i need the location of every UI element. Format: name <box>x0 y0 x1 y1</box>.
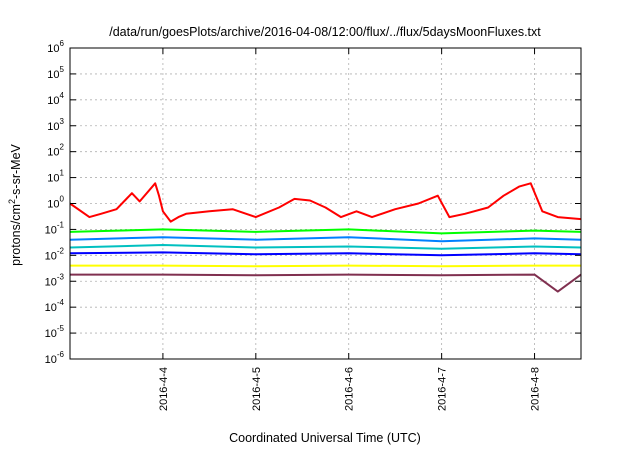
x-tick-label: 2016-4-7 <box>437 367 449 411</box>
y-tick-label: 10-5 <box>45 324 65 340</box>
x-axis-label: Coordinated Universal Time (UTC) <box>229 431 421 445</box>
series-line-6 <box>70 264 581 268</box>
x-tick-label: 2016-4-6 <box>344 367 356 411</box>
y-tick-label: 10-1 <box>45 220 65 236</box>
y-tick-label: 10-3 <box>45 272 65 288</box>
y-tick-label: 105 <box>47 65 64 81</box>
y-tick-label: 106 <box>47 39 64 55</box>
series-line-4 <box>69 244 582 250</box>
grid <box>70 47 581 360</box>
y-tick-label: 10-2 <box>45 246 65 262</box>
y-axis-label: protons/cm2-s-sr-MeV <box>7 143 23 265</box>
y-tick-label: 104 <box>47 91 64 107</box>
y-tick-label: 103 <box>47 117 64 133</box>
series-line-5 <box>69 251 582 257</box>
series-line-1 <box>69 182 582 223</box>
y-axis-label-sup: 2 <box>7 199 17 204</box>
y-tick-label: 102 <box>47 143 64 159</box>
series-line-3 <box>69 236 582 243</box>
y-tick-label: 10-4 <box>45 298 65 314</box>
x-tick-label: 2016-4-5 <box>251 367 263 411</box>
y-axis-label-rest: -s-sr-MeV <box>9 143 23 199</box>
x-tick-label: 2016-4-8 <box>530 367 542 411</box>
y-tick-label: 100 <box>47 195 64 211</box>
y-axis-label-base: protons/cm <box>9 204 23 266</box>
series-line-7 <box>70 273 582 293</box>
chart-title: /data/run/goesPlots/archive/2016-04-08/1… <box>109 25 541 39</box>
x-tick-label: 2016-4-4 <box>158 367 170 411</box>
axis-ticks: 10-6 10-5 10-4 10-3 10-2 10-1 100 101 102 103 104 1… <box>45 39 581 411</box>
series-group <box>69 182 582 293</box>
y-tick-label: 101 <box>47 169 64 185</box>
series-line-2 <box>69 228 582 235</box>
y-tick-label: 10-6 <box>45 350 65 366</box>
